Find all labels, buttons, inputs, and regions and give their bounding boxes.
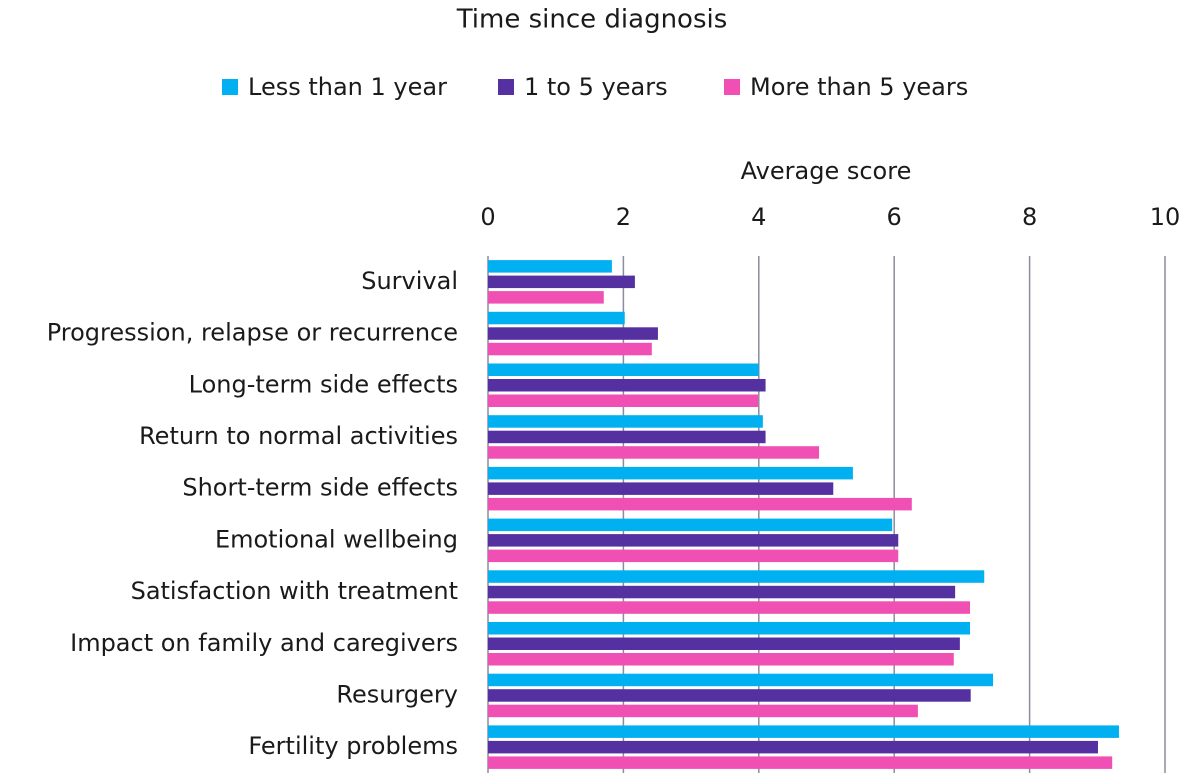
x-tick-label: 8 xyxy=(1022,203,1037,231)
legend-label: 1 to 5 years xyxy=(524,73,668,101)
x-tick-label: 6 xyxy=(887,203,902,231)
bar xyxy=(488,342,652,356)
bar xyxy=(488,756,1113,769)
bar xyxy=(488,740,1098,754)
bar xyxy=(488,415,763,428)
bar xyxy=(488,260,612,273)
y-tick-label: Emotional wellbeing xyxy=(215,525,458,553)
bar xyxy=(488,430,766,444)
y-tick-label: Long-term side effects xyxy=(189,370,458,398)
bar xyxy=(488,653,954,666)
bar xyxy=(488,363,759,376)
y-tick-label: Survival xyxy=(361,267,458,295)
legend-label: Less than 1 year xyxy=(248,73,447,101)
bar xyxy=(488,549,899,563)
legend-swatch xyxy=(724,79,740,95)
bar xyxy=(488,704,918,718)
bar xyxy=(488,327,658,340)
bar xyxy=(488,673,994,687)
bar xyxy=(488,482,834,495)
bar xyxy=(488,725,1119,738)
y-tick-label: Fertility problems xyxy=(248,732,458,760)
bar xyxy=(488,446,820,459)
y-tick-label: Progression, relapse or recurrence xyxy=(47,319,458,347)
legend-swatch xyxy=(222,79,238,95)
x-tick-label: 0 xyxy=(480,203,495,231)
y-tick-label: Satisfaction with treatment xyxy=(131,577,458,605)
bar xyxy=(488,275,635,289)
bar xyxy=(488,518,893,532)
y-tick-label: Impact on family and caregivers xyxy=(70,629,458,657)
x-tick-label: 2 xyxy=(616,203,631,231)
bar xyxy=(488,570,985,583)
bar xyxy=(488,534,899,547)
bar xyxy=(488,601,971,614)
y-tick-label: Resurgery xyxy=(336,680,458,708)
bar xyxy=(488,637,960,650)
bar xyxy=(488,311,625,325)
bar xyxy=(488,622,971,635)
bar xyxy=(488,466,853,480)
x-axis-title: Average score xyxy=(741,157,912,185)
bar xyxy=(488,689,971,702)
y-tick-label: Return to normal activities xyxy=(139,422,458,450)
bar xyxy=(488,379,766,392)
x-tick-label: 10 xyxy=(1150,203,1181,231)
chart-title: Time since diagnosis xyxy=(456,5,728,35)
bar xyxy=(488,291,604,304)
legend-label: More than 5 years xyxy=(750,73,968,101)
x-tick-label: 4 xyxy=(751,203,766,231)
bar xyxy=(488,394,759,407)
bar xyxy=(488,585,956,599)
legend-swatch xyxy=(498,79,514,95)
y-tick-label: Short-term side effects xyxy=(182,474,458,502)
bar xyxy=(488,497,912,511)
